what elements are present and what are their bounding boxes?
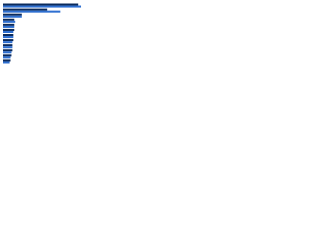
bar [3, 49, 13, 52]
bar [3, 28, 15, 31]
page: {"chart_data": {"type": "hbar", "categor… [0, 0, 100, 71]
bar [3, 25, 15, 28]
bar [3, 56, 11, 59]
bar [3, 10, 61, 13]
bar [3, 15, 22, 18]
bar [3, 51, 12, 54]
bar [3, 36, 14, 39]
bar [3, 41, 13, 44]
bar [3, 3, 79, 6]
bar [3, 23, 15, 26]
bar [3, 59, 11, 62]
bar [3, 20, 16, 23]
bar [3, 54, 12, 57]
bar [3, 5, 82, 8]
bar [3, 34, 14, 37]
bar [3, 30, 14, 33]
bar [3, 18, 15, 21]
bar [3, 61, 10, 64]
bar [3, 13, 22, 16]
bar [3, 46, 13, 49]
bar [3, 8, 48, 11]
bar [3, 39, 14, 42]
chart [3, 3, 82, 64]
bar [3, 44, 13, 47]
